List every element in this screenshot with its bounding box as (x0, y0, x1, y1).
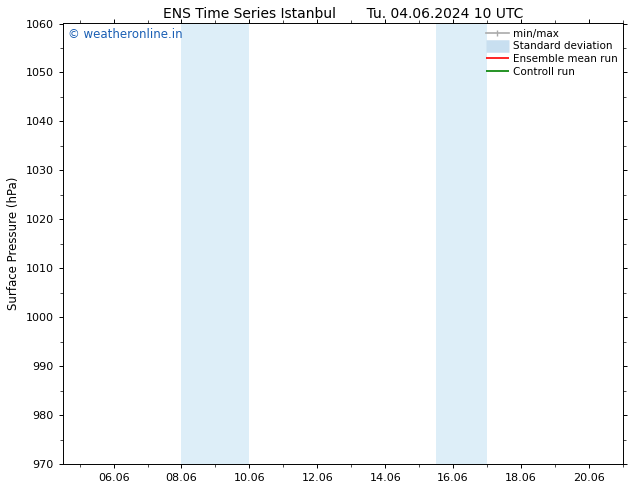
Text: © weatheronline.in: © weatheronline.in (68, 28, 183, 41)
Legend: min/max, Standard deviation, Ensemble mean run, Controll run: min/max, Standard deviation, Ensemble me… (484, 26, 620, 78)
Y-axis label: Surface Pressure (hPa): Surface Pressure (hPa) (7, 177, 20, 311)
Bar (436, 24, 487, 464)
Title: ENS Time Series Istanbul       Tu. 04.06.2024 10 UTC: ENS Time Series Istanbul Tu. 04.06.2024 … (162, 7, 523, 21)
Bar (181, 24, 249, 464)
